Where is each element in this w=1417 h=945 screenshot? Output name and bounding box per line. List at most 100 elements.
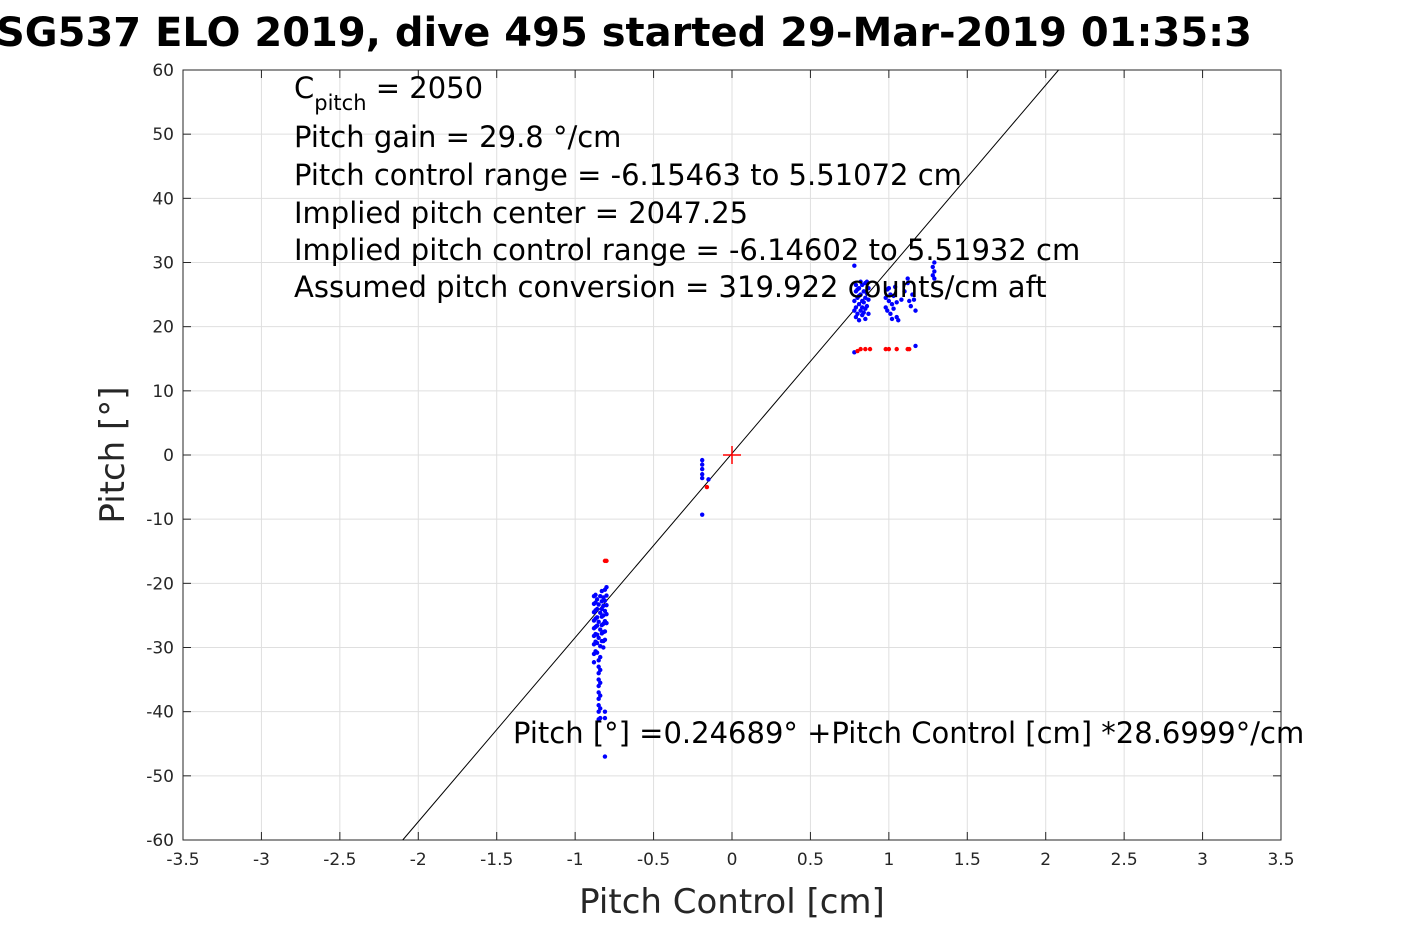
- data-point: [907, 346, 912, 352]
- annotation-implied-center: Implied pitch center = 2047.25: [294, 196, 748, 230]
- x-tick-label: 1.5: [954, 850, 981, 870]
- x-tick-label: 1: [883, 850, 894, 870]
- chart-title: SG537 ELO 2019, dive 495 started 29-Mar-…: [0, 10, 1252, 56]
- data-point: [891, 306, 896, 311]
- y-tick-label: 10: [152, 382, 174, 402]
- y-tick-label: -30: [146, 639, 174, 659]
- x-tick-label: -0.5: [637, 850, 670, 870]
- data-point: [598, 715, 603, 721]
- data-point: [910, 292, 915, 297]
- data-point: [899, 297, 904, 302]
- data-point: [594, 606, 600, 612]
- data-point: [864, 291, 870, 296]
- x-tick-label: 0: [727, 850, 738, 870]
- data-point: [596, 602, 601, 607]
- data-point: [594, 597, 600, 602]
- x-axis-ticks: -3.5 -3 -2.5 -2 -1.5 -1 -0.5 0 0.5 1 1.5 2 2.5 3 3.5: [166, 70, 1295, 870]
- data-point: [596, 619, 601, 625]
- data-point: [858, 346, 863, 352]
- annotation-implied-range: Implied pitch control range = -6.14602 t…: [294, 233, 1080, 267]
- x-tick-label: 2.5: [1111, 850, 1138, 870]
- x-tick-label: -2.5: [323, 850, 356, 870]
- grid: [182, 69, 1282, 841]
- data-point: [866, 297, 871, 302]
- data-point: [908, 303, 914, 309]
- data-point: [602, 715, 608, 721]
- y-tick-label: 40: [152, 189, 174, 209]
- data-point: [594, 650, 600, 655]
- y-tick-label: -50: [146, 767, 174, 787]
- annotation-pitch-control-range: Pitch control range = -6.15463 to 5.5107…: [294, 158, 962, 192]
- data-point: [888, 311, 893, 317]
- data-point: [907, 298, 912, 304]
- data-point: [699, 475, 705, 481]
- data-point: [905, 276, 910, 281]
- data-point: [706, 477, 711, 482]
- data-point: [858, 292, 863, 297]
- data-point: [704, 484, 710, 490]
- data-point: [885, 308, 890, 313]
- y-tick-label: -10: [146, 510, 174, 530]
- data-point: [864, 303, 870, 309]
- x-tick-label: -3.5: [166, 850, 199, 870]
- data-point: [602, 637, 608, 642]
- x-tick-label: -1.5: [480, 850, 513, 870]
- data-point: [886, 346, 892, 352]
- data-point: [852, 263, 857, 268]
- x-tick-label: -3: [253, 850, 270, 870]
- data-point: [913, 343, 918, 349]
- data-point: [699, 472, 705, 477]
- data-point: [604, 620, 609, 626]
- annotation-assumed-conversion: Assumed pitch conversion = 319.922 count…: [294, 270, 1047, 304]
- data-point: [902, 289, 907, 294]
- data-point: [896, 318, 901, 323]
- data-point: [598, 693, 603, 698]
- annotation-c-pitch: Cpitch = 2050: [294, 71, 483, 115]
- y-tick-label: -20: [146, 574, 174, 594]
- data-point: [598, 627, 603, 632]
- data-point: [596, 635, 601, 641]
- data-point: [889, 316, 895, 322]
- y-axis-label: Pitch [°]: [93, 386, 133, 523]
- data-point: [699, 466, 705, 472]
- data-point: [601, 645, 606, 650]
- y-tick-label: -60: [146, 831, 174, 851]
- data-point: [598, 654, 603, 660]
- data-point: [866, 311, 871, 317]
- y-tick-label: 60: [152, 61, 174, 81]
- y-tick-label: 20: [152, 318, 174, 338]
- data-point: [598, 680, 603, 685]
- center-marker-group: [723, 446, 741, 464]
- y-tick-label: -40: [146, 703, 174, 723]
- data-point: [855, 311, 860, 317]
- y-tick-label: 0: [163, 446, 174, 466]
- data-point: [853, 305, 859, 310]
- data-point: [594, 623, 600, 628]
- data-point: [856, 302, 862, 307]
- data-point: [866, 285, 871, 291]
- data-point: [863, 316, 868, 322]
- data-point: [861, 300, 866, 305]
- data-point: [604, 593, 609, 598]
- data-point: [863, 346, 868, 352]
- data-point: [894, 300, 899, 305]
- data-point: [886, 285, 892, 291]
- data-point: [853, 282, 859, 288]
- data-point: [699, 457, 705, 463]
- data-point: [602, 629, 608, 634]
- data-point: [905, 280, 910, 286]
- data-point: [593, 592, 598, 598]
- x-tick-label: 2: [1040, 850, 1051, 870]
- y-tick-label: 30: [152, 254, 174, 274]
- data-point: [861, 310, 866, 315]
- data-point: [930, 264, 935, 270]
- data-point: [886, 298, 892, 304]
- data-points: [591, 260, 937, 759]
- data-point: [867, 346, 873, 352]
- data-point: [932, 269, 937, 274]
- data-point: [602, 754, 608, 759]
- data-point: [699, 462, 705, 467]
- data-point: [602, 558, 608, 564]
- data-point: [894, 346, 899, 352]
